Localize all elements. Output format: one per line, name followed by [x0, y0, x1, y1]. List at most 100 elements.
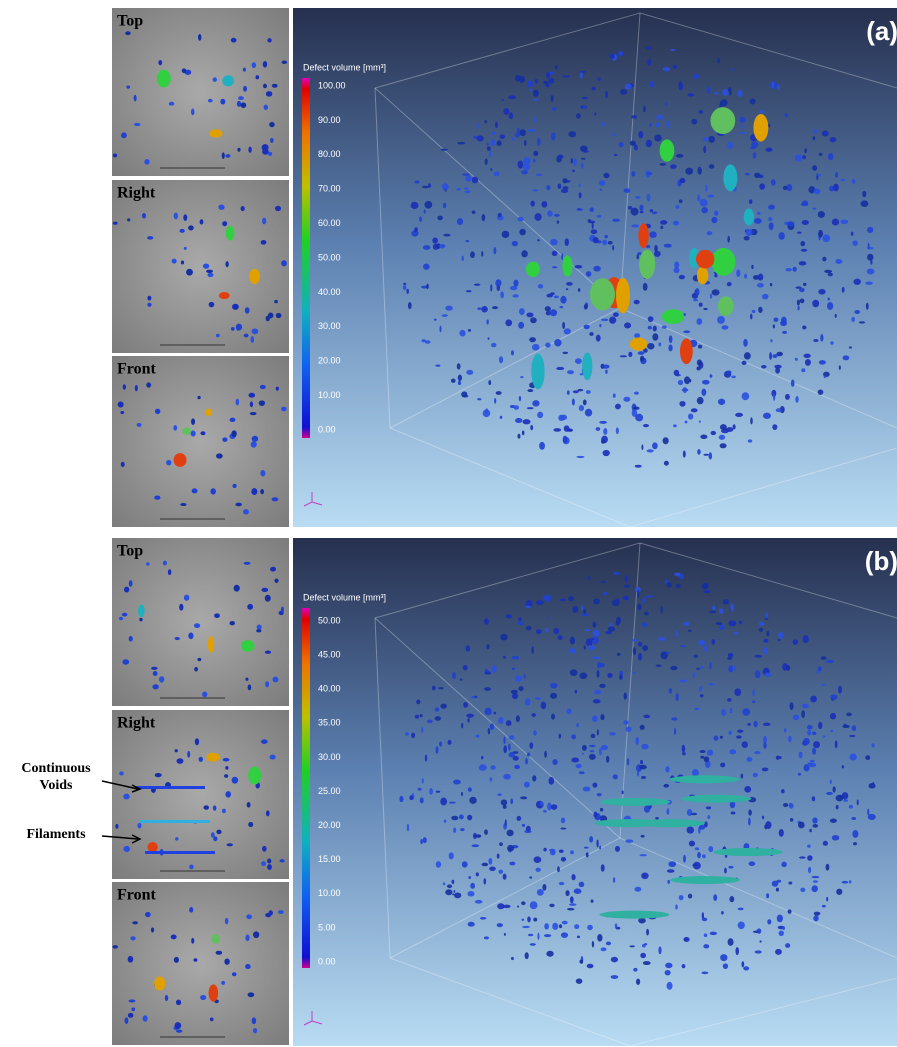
defect [635, 736, 639, 745]
defect [583, 303, 588, 310]
void [238, 96, 244, 101]
void [235, 502, 242, 507]
defect [668, 344, 673, 352]
defect [751, 141, 759, 148]
void [248, 392, 256, 398]
void [260, 470, 266, 477]
defect [809, 759, 815, 763]
defect [487, 727, 491, 735]
defect [564, 238, 570, 246]
void [202, 691, 208, 698]
void [194, 738, 200, 746]
defect [557, 154, 564, 159]
void [210, 832, 215, 838]
defect [835, 804, 839, 810]
defect [543, 934, 552, 938]
defect [699, 749, 706, 754]
void [240, 102, 247, 108]
defect [652, 442, 658, 450]
view-label: Front [117, 361, 156, 378]
defect [467, 921, 475, 927]
defect [598, 180, 606, 186]
view-label: Top [117, 13, 143, 30]
defect [582, 399, 587, 406]
defect [483, 878, 487, 885]
defect [574, 265, 583, 269]
defect [649, 122, 652, 127]
defect [435, 364, 441, 367]
defect [453, 889, 456, 893]
defect [807, 844, 811, 848]
defect [484, 829, 488, 835]
defect [575, 978, 583, 984]
void [231, 776, 239, 784]
defect [533, 856, 542, 863]
defect [726, 370, 732, 374]
defect [772, 354, 778, 359]
void [197, 657, 202, 662]
defect [617, 50, 624, 57]
defect [590, 733, 596, 739]
defect [708, 846, 714, 853]
defect [640, 952, 646, 959]
defect [548, 77, 555, 84]
defect [682, 450, 686, 458]
defect [490, 765, 496, 770]
defect [833, 183, 839, 192]
void [262, 60, 268, 68]
defect [778, 631, 784, 639]
void [229, 417, 236, 422]
defect [612, 245, 615, 251]
defect [503, 933, 506, 936]
defect [825, 863, 830, 871]
defect [578, 881, 585, 888]
defect [521, 918, 525, 921]
defect [546, 293, 553, 298]
defect [743, 235, 750, 241]
defect [589, 278, 615, 311]
defect [769, 282, 773, 287]
defect [549, 848, 556, 852]
defect [698, 666, 705, 669]
defect [609, 316, 617, 324]
defect [701, 207, 708, 214]
defect [585, 271, 592, 277]
defect [741, 392, 750, 401]
void [173, 453, 187, 467]
defect [534, 213, 542, 221]
void [220, 98, 226, 105]
defect [521, 901, 526, 906]
defect [830, 729, 834, 733]
defect [623, 188, 631, 193]
void [126, 85, 131, 89]
defect [737, 90, 743, 98]
defect [795, 395, 799, 403]
defect [546, 617, 550, 620]
void [190, 108, 195, 116]
defect [668, 335, 673, 344]
defect [562, 351, 569, 355]
defect [587, 638, 595, 641]
defect [414, 227, 418, 232]
void [183, 246, 187, 250]
void [200, 431, 206, 436]
void [280, 606, 284, 613]
defect [732, 424, 736, 430]
defect [735, 412, 743, 418]
defect [482, 409, 491, 418]
void [144, 911, 151, 918]
defect [801, 200, 809, 206]
defect [604, 234, 608, 239]
void [245, 934, 250, 942]
defect [696, 359, 702, 366]
defect [634, 144, 638, 151]
defect [419, 713, 423, 718]
void [186, 268, 193, 276]
defect [639, 249, 656, 279]
defect [753, 113, 769, 142]
defect [691, 118, 698, 125]
defect [595, 334, 601, 342]
defect [686, 808, 693, 817]
defect [575, 113, 581, 119]
defect [545, 83, 550, 88]
